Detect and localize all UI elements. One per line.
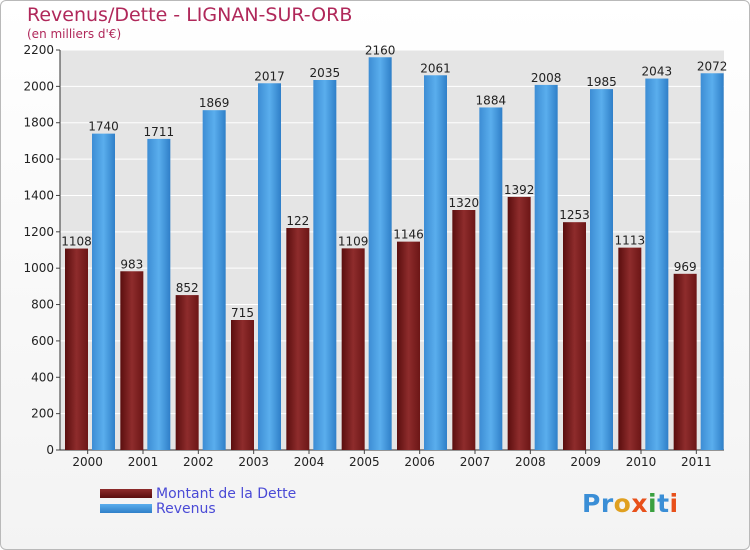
data-label-revenue-2007: 1884	[476, 93, 507, 107]
x-tick-label: 2006	[404, 455, 435, 469]
data-label-debt-2011: 969	[674, 260, 697, 274]
data-label-revenue-2001: 1711	[144, 125, 175, 139]
legend-item-debt: Montant de la Dette	[100, 485, 297, 502]
logo-letter: i	[648, 489, 658, 518]
data-label-revenue-2006: 2061	[420, 61, 451, 75]
x-tick-label: 2011	[681, 455, 712, 469]
legend-label-revenue: Revenus	[156, 500, 216, 517]
data-label-debt-2010: 1113	[615, 234, 646, 248]
bar-debt-2003	[231, 320, 254, 450]
bar-debt-2007	[452, 210, 476, 450]
x-tick-label: 2000	[72, 455, 103, 469]
y-tick-label: 1600	[23, 152, 54, 166]
legend-swatch-revenue	[100, 504, 152, 513]
bar-debt-2002	[175, 295, 199, 450]
data-label-debt-2000: 1108	[61, 235, 92, 249]
bar-revenue-2001	[147, 138, 171, 450]
bar-debt-2005	[341, 248, 365, 450]
x-tick-label: 2004	[294, 455, 325, 469]
y-tick-label: 1800	[23, 116, 54, 130]
bar-revenue-2007	[479, 107, 503, 451]
bar-debt-2004	[286, 228, 310, 450]
data-label-revenue-2008: 2008	[531, 71, 562, 85]
bar-debt-2010	[618, 247, 642, 450]
y-tick-label: 1200	[23, 225, 54, 239]
logo-letter: i	[669, 489, 679, 518]
data-label-revenue-2005: 2160	[365, 43, 396, 57]
legend-label-debt: Montant de la Dette	[156, 485, 297, 502]
bar-revenue-2010	[645, 78, 669, 450]
data-label-revenue-2002: 1869	[199, 96, 230, 110]
legend-item-revenue: Revenus	[100, 500, 296, 517]
y-tick-label: 1400	[23, 188, 54, 202]
bar-debt-2000	[65, 248, 88, 450]
data-label-revenue-2011: 2072	[697, 59, 728, 73]
x-tick-label: 2010	[626, 455, 657, 469]
x-tick-label: 2001	[128, 455, 159, 469]
x-tick-label: 2005	[349, 455, 380, 469]
proxiti-logo: Proxiti	[582, 489, 679, 518]
bar-revenue-2003	[258, 83, 281, 450]
x-tick-label: 2002	[183, 455, 214, 469]
logo-letter: t	[657, 489, 670, 518]
bar-revenue-2011	[700, 73, 724, 450]
y-tick-label: 800	[31, 298, 54, 312]
x-tick-label: 2007	[460, 455, 491, 469]
bar-revenue-2006	[424, 75, 447, 450]
bar-debt-2001	[120, 271, 144, 450]
logo-letter: P	[582, 489, 601, 518]
bar-revenue-2005	[368, 57, 392, 450]
logo-letter: o	[613, 489, 632, 518]
data-label-debt-2007: 1320	[449, 196, 480, 210]
data-label-debt-2001: 983	[120, 257, 143, 271]
chart-title: Revenus/Dette - LIGNAN-SUR-ORB	[27, 4, 353, 26]
y-tick-label: 600	[31, 334, 54, 348]
bar-revenue-2004	[313, 80, 337, 450]
y-tick-label: 400	[31, 370, 54, 384]
x-tick-label: 2008	[515, 455, 546, 469]
bar-debt-2008	[507, 196, 531, 450]
y-tick-label: 200	[31, 407, 54, 421]
data-label-debt-2009: 1253	[559, 208, 590, 222]
y-tick-label: 2000	[23, 79, 54, 93]
data-label-debt-2005: 1109	[338, 234, 369, 248]
bar-revenue-2002	[202, 110, 226, 450]
data-label-revenue-2010: 2043	[642, 65, 673, 79]
y-tick-label: 2200	[23, 43, 54, 57]
plot-area	[60, 50, 724, 450]
data-label-revenue-2003: 2017	[254, 69, 285, 83]
data-label-debt-2004: 122	[286, 214, 309, 228]
x-tick-label: 2009	[570, 455, 601, 469]
data-label-revenue-2004: 2035	[310, 66, 341, 80]
bar-revenue-2008	[534, 84, 558, 450]
y-tick-label: 0	[46, 443, 54, 457]
logo-letter: r	[600, 489, 614, 518]
bar-debt-2006	[397, 241, 420, 450]
data-label-revenue-2009: 1985	[586, 75, 617, 89]
legend-swatch-debt	[100, 489, 152, 498]
logo-letter: x	[631, 489, 648, 518]
bar-revenue-2000	[92, 133, 115, 451]
data-label-debt-2002: 852	[176, 281, 199, 295]
data-label-debt-2003: 715	[231, 306, 254, 320]
bar-revenue-2009	[590, 89, 613, 450]
legend: Montant de la Dette Revenus	[100, 485, 297, 517]
x-tick-label: 2003	[238, 455, 269, 469]
bar-debt-2011	[673, 273, 697, 450]
data-label-revenue-2000: 1740	[88, 120, 119, 134]
chart-subtitle: (en milliers d'€)	[27, 27, 122, 41]
data-label-debt-2008: 1392	[504, 183, 535, 197]
bar-debt-2009	[563, 222, 586, 450]
y-tick-label: 1000	[23, 261, 54, 275]
data-label-debt-2006: 1146	[393, 228, 424, 242]
